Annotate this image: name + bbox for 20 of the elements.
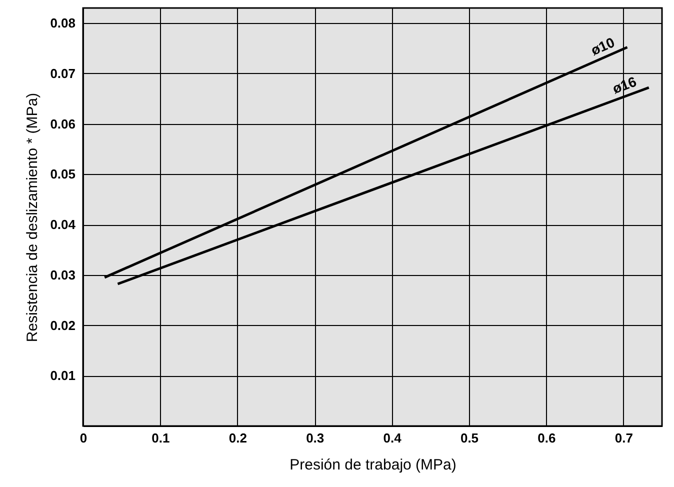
x-tick-label: 0 — [80, 430, 88, 446]
y-tick-label: 0.05 — [50, 166, 76, 182]
x-tick-label: 0.4 — [383, 430, 402, 446]
text: ø16 — [610, 73, 639, 97]
y-tick-label: 0.03 — [50, 267, 76, 282]
x-tick-label: 0.6 — [538, 430, 556, 446]
x-tick-label: 0.3 — [306, 430, 324, 446]
text: ø10 — [588, 34, 618, 58]
x-axis-title: Presión de trabajo (MPa) — [290, 456, 456, 474]
y-tick-label: 0.04 — [50, 217, 76, 232]
x-tick-label: 0.2 — [228, 430, 247, 446]
x-tick-label: 0.1 — [152, 430, 170, 446]
x-tick-label: 0.5 — [460, 430, 479, 446]
y-tick-label: 0.01 — [50, 368, 76, 384]
y-tick-label: 0.02 — [50, 318, 76, 333]
x-tick-label: 0.7 — [614, 430, 633, 446]
y-tick-label: 0.08 — [50, 16, 76, 31]
y-axis-title: Resistencia de deslizamiento * (MPa) — [24, 92, 42, 342]
y-tick-label: 0.06 — [50, 116, 76, 132]
y-tick-label: 0.07 — [50, 66, 76, 81]
